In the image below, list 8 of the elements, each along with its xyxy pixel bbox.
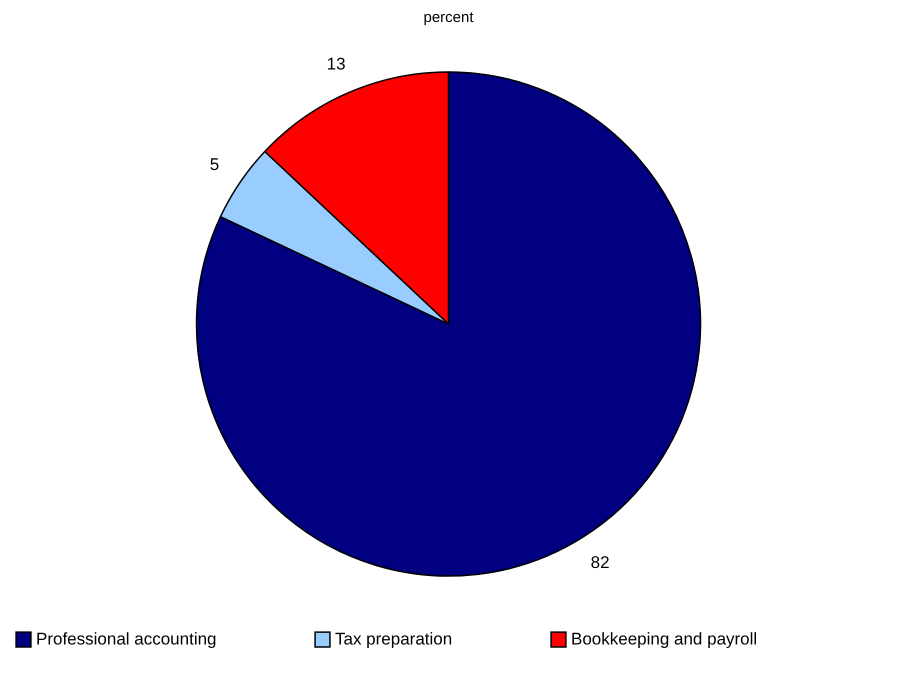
- data-label: 13: [326, 54, 346, 74]
- data-label: 5: [210, 154, 220, 174]
- chart-title: percent: [423, 9, 474, 26]
- legend-label: Professional accounting: [36, 630, 217, 649]
- data-label: 82: [590, 552, 610, 572]
- legend-label: Tax preparation: [335, 630, 452, 649]
- pie-slice: [196, 71, 702, 576]
- legend-label: Bookkeeping and payroll: [571, 630, 758, 649]
